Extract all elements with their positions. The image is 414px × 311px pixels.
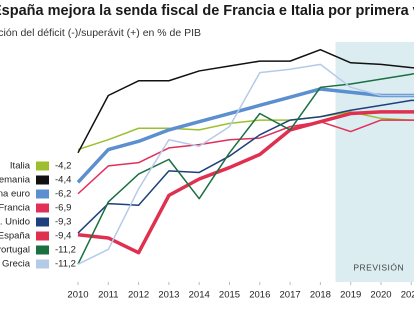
legend-value: -4,4 [55, 175, 71, 186]
legend-value: -9,3 [55, 217, 71, 228]
legend-value: -11,2 [55, 259, 76, 270]
legend-value: -6,9 [55, 203, 71, 214]
forecast-label: PREVISIÓN [353, 262, 404, 272]
legend-label: Grecia [2, 259, 31, 270]
legend-value: -4,2 [55, 161, 71, 172]
series-line [77, 110, 414, 255]
legend-swatch [36, 259, 49, 269]
series-line [77, 99, 414, 234]
series-line [77, 72, 414, 265]
legend-label: R. Unido [0, 217, 30, 228]
x-tick-label: 2020 [370, 290, 391, 301]
x-tick-label: 2010 [67, 290, 88, 301]
legend-label: Francia [0, 203, 31, 214]
forecast-band [335, 42, 414, 282]
x-tick-label: 2014 [189, 290, 210, 301]
series-line [77, 63, 414, 265]
legend-label: Portugal [0, 245, 30, 256]
legend-value: -11,2 [55, 245, 76, 256]
legend-value: -6,2 [55, 189, 71, 200]
x-tick-label: 2017 [280, 290, 301, 301]
series-line [77, 111, 414, 151]
legend-label: Alemania [0, 175, 31, 186]
legend-swatch [36, 245, 49, 255]
legend-swatch [36, 189, 49, 199]
x-tick-label: 2013 [158, 290, 179, 301]
series-line [77, 119, 414, 195]
x-tick-label: 2019 [340, 290, 361, 301]
legend-value: -9,4 [55, 231, 71, 242]
legend-swatch [36, 217, 49, 227]
x-tick-label: 2016 [249, 290, 270, 301]
series-line [77, 48, 414, 154]
legend-swatch [36, 203, 49, 213]
x-tick-label: 2011 [98, 290, 118, 301]
x-tick-label: 2018 [310, 290, 331, 301]
x-tick-label: 2012 [128, 290, 149, 301]
chart-subtitle: Evolución del déficit (-)/superávit (+) … [0, 27, 201, 39]
legend-swatch [36, 161, 49, 171]
legend-label: Italia [10, 161, 31, 172]
legend-swatch [36, 175, 49, 185]
legend-swatch [36, 231, 49, 241]
legend-label: España [0, 231, 31, 242]
x-tick-label: 2021 [401, 290, 414, 301]
chart-title: España mejora la senda fiscal de Francia… [0, 3, 414, 19]
x-tick-label: 2015 [219, 290, 240, 301]
legend-label: Zona euro [0, 189, 30, 200]
